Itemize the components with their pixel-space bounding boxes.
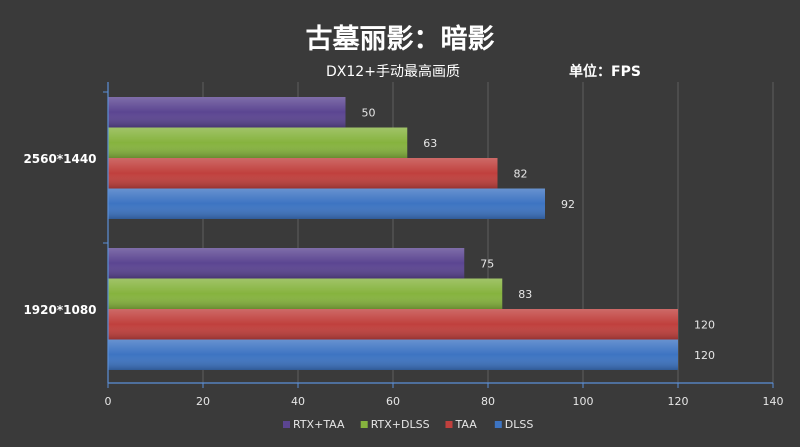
legend-swatch [494, 421, 502, 428]
x-tick-label: 60 [386, 395, 400, 408]
bar-shading [108, 97, 346, 128]
category-label: 2560*1440 [23, 152, 96, 166]
unit-label: 单位：FPS [569, 63, 641, 80]
legend-swatch [445, 421, 453, 428]
axes: 0 20 40 60 80 100 120 140 2560*1440 1920*1080 [23, 82, 784, 408]
data-label: 75 [480, 257, 494, 270]
bars: 50 63 82 92 75 83 120 120 [108, 97, 715, 370]
legend-entry: RTX+TAA [293, 418, 345, 431]
x-tick-label: 80 [481, 395, 495, 408]
legend-swatch [283, 421, 290, 428]
bar-shading [108, 188, 545, 219]
x-tick-label: 120 [668, 395, 689, 408]
data-label: 120 [694, 349, 715, 362]
bar-shading [108, 339, 678, 370]
bar-shading [108, 127, 408, 158]
legend-entry: DLSS [505, 418, 534, 431]
bar-shading [108, 278, 503, 309]
bar-shading [108, 158, 498, 189]
legend-entry: TAA [455, 418, 478, 431]
x-tick-label: 0 [105, 395, 112, 408]
legend-swatch [360, 421, 368, 428]
data-label: 50 [362, 106, 376, 119]
chart-subtitle: DX12+手动最高画质 [326, 63, 460, 80]
legend-entry: RTX+DLSS [371, 418, 430, 431]
chart-title: 古墓丽影：暗影 [306, 24, 495, 55]
data-label: 82 [514, 167, 528, 180]
legend: RTX+TAA RTX+DLSS TAA DLSS [283, 418, 533, 431]
x-tick-label: 140 [763, 395, 784, 408]
data-label: 63 [423, 137, 437, 150]
x-tick-label: 20 [196, 395, 210, 408]
category-label: 1920*1080 [23, 303, 96, 317]
x-tick-label: 40 [291, 395, 305, 408]
bar-shading [108, 309, 678, 340]
data-label: 83 [518, 288, 532, 301]
bar-shading [108, 248, 465, 279]
data-label: 120 [694, 318, 715, 331]
x-tick-label: 100 [573, 395, 594, 408]
data-label: 92 [561, 198, 575, 211]
